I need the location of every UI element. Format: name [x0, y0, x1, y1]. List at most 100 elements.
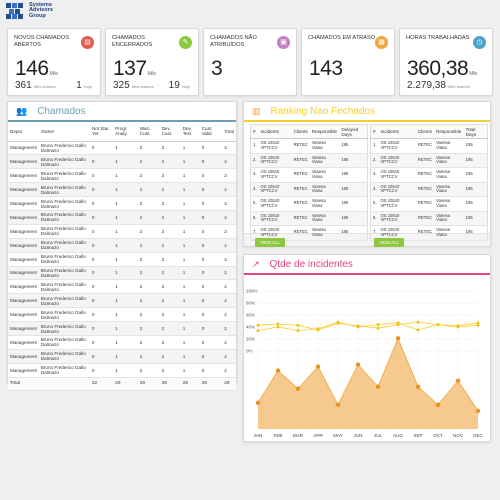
- ranking-row[interactable]: 1. OS 10510 VPTCCV RETEC Vanesa Viana 195: [250, 138, 368, 154]
- column-header[interactable]: #: [370, 124, 379, 139]
- column-header[interactable]: Wait. Cust.: [137, 122, 160, 142]
- table-row[interactable]: Management Bruno Frederico Gallo Dalmazo 0…: [8, 154, 236, 170]
- table-row[interactable]: Management Bruno Frederico Gallo Dalmazo 0…: [8, 196, 236, 211]
- line-point[interactable]: [356, 324, 360, 328]
- line-point[interactable]: [296, 329, 300, 333]
- table-row[interactable]: Management Bruno Frederico Gallo Dalmazo 0…: [8, 266, 236, 281]
- line-point[interactable]: [456, 325, 460, 329]
- table-row[interactable]: Management Bruno Frederico Gallo Dalmazo 0…: [8, 293, 236, 309]
- ranking-row[interactable]: 6. OS 10510 VPTCCV RETEC Vanesa Viana 195: [370, 211, 488, 226]
- area-point[interactable]: [415, 384, 421, 389]
- table-cell: 3.: [250, 167, 259, 183]
- column-header[interactable]: Incidents: [378, 124, 416, 139]
- kpi-novos-chamados[interactable]: Novos chamados abertos ▤ 146Mês 361 Mês a…: [7, 28, 101, 96]
- line-point[interactable]: [416, 320, 420, 324]
- table-row[interactable]: Management Bruno Frederico Gallo Dalmazo 0…: [8, 252, 236, 267]
- table-row[interactable]: Management Bruno Frederico Gallo Dalmazo 0…: [8, 335, 236, 350]
- area-point[interactable]: [435, 402, 441, 408]
- kpi-chamados-encerrados[interactable]: Chamados encerrados ✎ 137Mês 325 Mês ante…: [105, 28, 199, 96]
- table-cell: 1: [180, 335, 200, 350]
- area-point[interactable]: [275, 368, 281, 373]
- line-point[interactable]: [336, 321, 340, 325]
- ranking-row[interactable]: 2. OS 10510 VPTCCV RETEC Vanesa Viana 195: [370, 153, 488, 168]
- ranking-row[interactable]: 3. OS 10510 VPTCCV RETEC Vanesa Viana 195: [250, 167, 368, 183]
- ranking-row[interactable]: 4. OS 10510 VPTCCV RETEC Vanesa Viana 195: [250, 182, 368, 197]
- column-header[interactable]: Responsible: [434, 124, 464, 139]
- line-point[interactable]: [376, 323, 380, 327]
- kpi-em-atraso[interactable]: Chamados em atraso ▦ 143: [301, 28, 395, 96]
- column-header[interactable]: Dev. Cust.: [159, 122, 181, 142]
- kpi-previous-label: Mês anterior: [33, 84, 56, 90]
- area-point[interactable]: [295, 386, 301, 391]
- table-row[interactable]: Management Bruno Frederico Gallo Dalmazo 0…: [8, 279, 236, 295]
- line-point[interactable]: [436, 323, 440, 327]
- column-header[interactable]: Delayed Days: [339, 124, 368, 139]
- kpi-horas-trabalhadas[interactable]: Horas trabalhadas ◷ 360,38Mês 2.279,38 Mê…: [399, 28, 493, 96]
- line-point[interactable]: [316, 328, 320, 332]
- ranking-row[interactable]: 5. OS 10510 VPTCCV RETEC Vanesa Viana 195: [370, 196, 488, 212]
- column-header[interactable]: Incidents: [258, 124, 292, 139]
- table-row[interactable]: Management Bruno Frederico Gallo Dalmazo 0…: [8, 168, 236, 184]
- column-header[interactable]: Owner: [38, 122, 90, 142]
- column-header[interactable]: Clients: [291, 124, 310, 139]
- column-header[interactable]: Progr. Analy.: [113, 122, 138, 142]
- table-row[interactable]: Management Bruno Frederico Gallo Dalmazo 0…: [8, 238, 236, 253]
- table-row[interactable]: Management Bruno Frederico Gallo Dalmazo 0…: [8, 210, 236, 225]
- kpi-nao-atribuidos[interactable]: Chamados não atribuídos ▣ 3: [203, 28, 297, 96]
- line-point[interactable]: [296, 323, 300, 327]
- line-point[interactable]: [276, 325, 280, 329]
- table-row[interactable]: Management Bruno Frederico Gallo Dalmazo 0…: [8, 321, 236, 336]
- column-header[interactable]: Responsible: [309, 124, 340, 139]
- area-point[interactable]: [475, 408, 481, 414]
- column-header[interactable]: Total: [222, 122, 236, 142]
- table-row[interactable]: Management Bruno Frederico Gallo Dalmazo 0…: [8, 363, 236, 378]
- ranking-row[interactable]: 3. OS 10510 VPTCCV RETEC Vanesa Viana 195: [370, 167, 488, 183]
- table-cell: Vanesa Viana: [309, 167, 340, 183]
- ranking-row[interactable]: 1. OS 10510 VPTCCV RETEC Vanesa Viana 195: [370, 138, 488, 154]
- area-point[interactable]: [315, 364, 321, 369]
- area-point[interactable]: [375, 384, 381, 389]
- line-point[interactable]: [276, 322, 280, 326]
- ranking-row[interactable]: 7. OS 10510 VPTCCV RETEC Vanesa Viana 195: [250, 225, 368, 241]
- line-point[interactable]: [256, 323, 260, 327]
- table-row[interactable]: Management Bruno Frederico Gallo Dalmazo 0…: [8, 224, 236, 239]
- column-header[interactable]: Depto: [8, 122, 39, 142]
- line-point[interactable]: [416, 328, 420, 332]
- column-header[interactable]: #: [250, 124, 259, 139]
- table-cell: Vanesa Viana: [434, 153, 464, 168]
- view-all-button[interactable]: VIEW ALL: [374, 238, 404, 247]
- column-header[interactable]: Clients: [415, 124, 435, 139]
- area-point[interactable]: [255, 400, 261, 406]
- table-row[interactable]: Management Bruno Frederico Gallo Dalmazo 0…: [8, 349, 236, 364]
- table-cell: 1: [180, 349, 200, 364]
- ranking-row[interactable]: 4. OS 10510 VPTCCV RETEC Vanesa Viana 195: [370, 182, 488, 197]
- area-point[interactable]: [335, 402, 341, 408]
- area-point[interactable]: [355, 362, 361, 367]
- table-cell: 0: [89, 182, 114, 198]
- column-header[interactable]: Not Star. Yet: [89, 122, 114, 142]
- line-point[interactable]: [376, 326, 380, 330]
- area-point[interactable]: [455, 378, 461, 383]
- view-all-button[interactable]: VIEW ALL: [255, 238, 285, 247]
- kpi-previous-value: 361: [15, 80, 32, 92]
- table-cell: Vanesa Viana: [434, 225, 464, 241]
- ranking-row[interactable]: 5. OS 10510 VPTCCV RETEC Vanesa Viana 195: [250, 196, 368, 212]
- y-tick-label: 0%: [246, 349, 253, 354]
- x-tick-label: MAY: [333, 433, 343, 438]
- ranking-row[interactable]: 2. OS 10510 VPTCCV RETEC Vanesa Viana 195: [250, 153, 368, 168]
- column-header[interactable]: Total Days: [463, 124, 488, 139]
- table-cell: 1: [180, 168, 200, 184]
- line-point[interactable]: [476, 323, 480, 327]
- table-row[interactable]: Management Bruno Frederico Gallo Dalmazo 0…: [8, 182, 236, 198]
- column-header[interactable]: Dev. Test: [180, 122, 200, 142]
- ranking-row[interactable]: 6. OS 10510 VPTCCV RETEC Vanesa Viana 195: [250, 211, 368, 226]
- table-row[interactable]: Management Bruno Frederico Gallo Dalmazo 0…: [8, 141, 236, 156]
- table-cell: Management: [8, 210, 39, 225]
- area-point[interactable]: [395, 336, 401, 341]
- table-cell: Vanesa Viana: [434, 182, 464, 197]
- line-point[interactable]: [476, 321, 480, 325]
- line-point[interactable]: [256, 329, 260, 333]
- line-point[interactable]: [396, 323, 400, 327]
- column-header[interactable]: Cust. Valid.: [199, 122, 223, 142]
- table-row[interactable]: Management Bruno Frederico Gallo Dalmazo 0…: [8, 307, 236, 323]
